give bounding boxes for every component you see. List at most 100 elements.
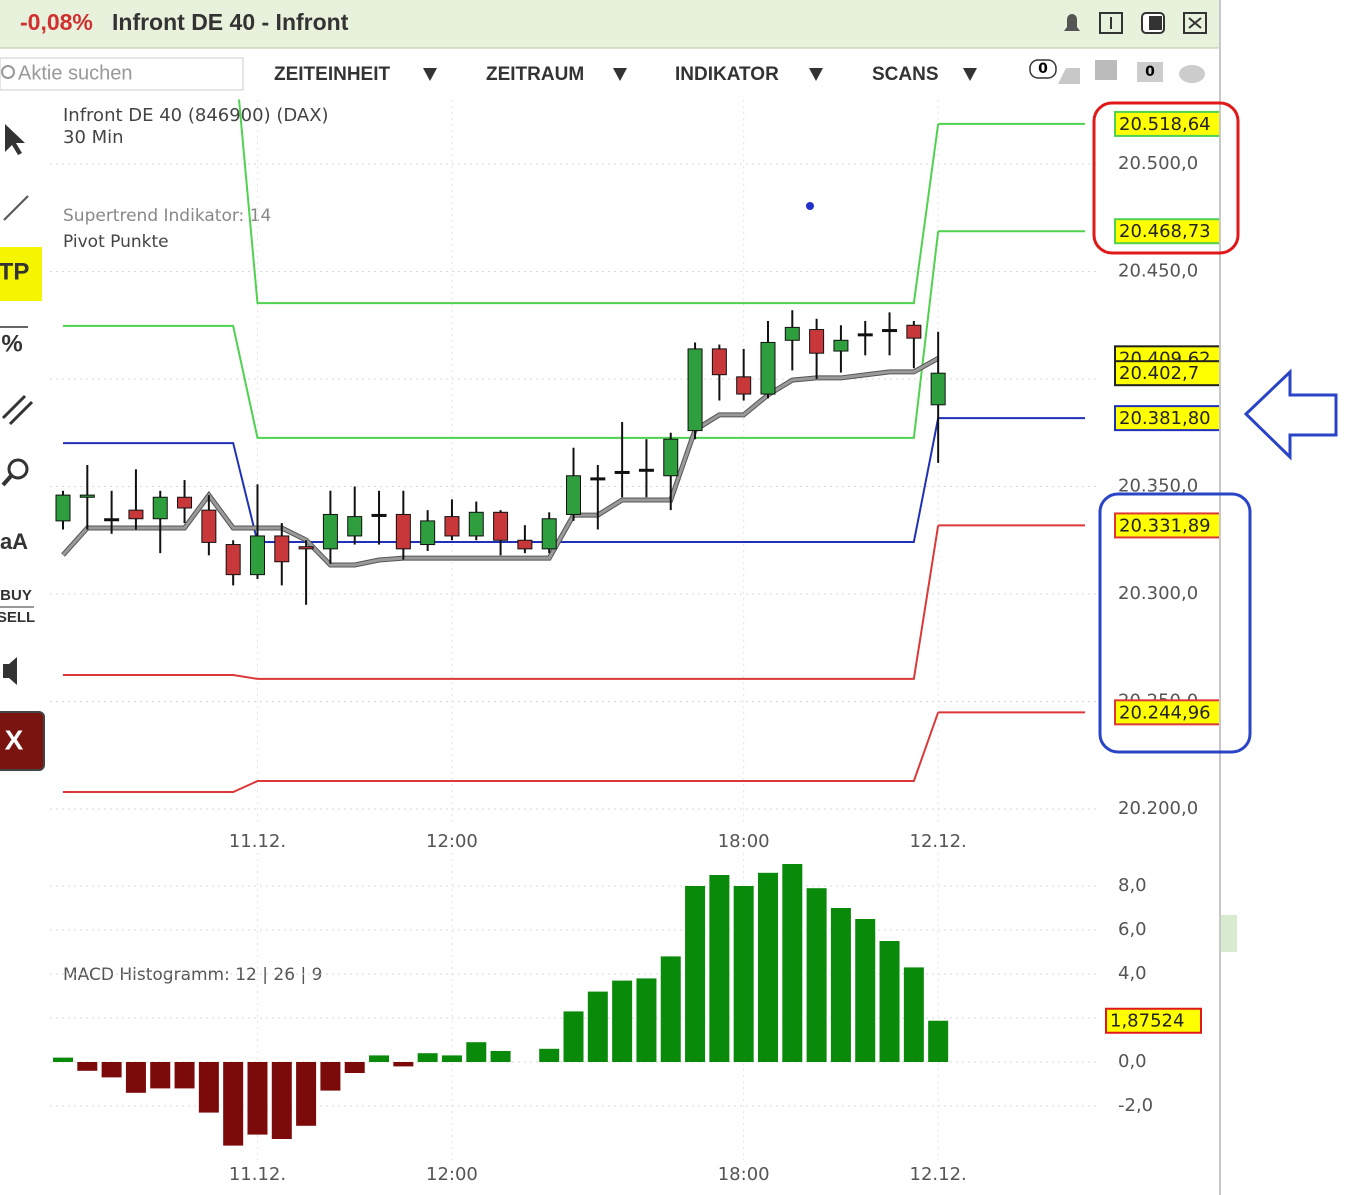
histogram-bar [685, 886, 706, 1062]
dropdown-arrow[interactable] [963, 68, 977, 81]
window-title: Infront DE 40 - Infront [112, 9, 349, 35]
pivot-line [63, 231, 940, 439]
histogram-bar [490, 1051, 511, 1062]
x-tick-label: 12:00 [426, 1164, 478, 1185]
tool-label[interactable]: aA [0, 529, 28, 554]
badge-count: 0 [1145, 64, 1155, 80]
tp-tool[interactable] [0, 247, 42, 301]
candle-body [468, 511, 484, 537]
histogram-bar [271, 1062, 292, 1139]
search-input[interactable] [0, 57, 244, 91]
candle-body [79, 494, 95, 498]
candle-body [104, 518, 120, 522]
x-tick-label: 11.12. [229, 831, 286, 852]
histogram-bar [320, 1062, 341, 1091]
search-placeholder: Aktie suchen [18, 62, 133, 84]
x-tick-label: 12.12. [910, 1164, 967, 1185]
pointer-tool[interactable] [5, 124, 25, 155]
dropdown-arrow[interactable] [809, 68, 823, 81]
close-chart-button[interactable] [0, 711, 45, 771]
histogram-bar [77, 1062, 98, 1071]
x-tick-label: 11.12. [229, 1164, 286, 1185]
histogram-bar [53, 1057, 73, 1062]
candle-body [638, 468, 654, 472]
menu-item[interactable]: ZEITEINHEIT [274, 64, 391, 85]
price-tags: 20.518,6420.468,7320.409,6220.402,720.38… [1105, 110, 1219, 1034]
pivot-line [63, 525, 940, 680]
icon-glyph [1058, 68, 1080, 84]
sound-tool[interactable] [3, 657, 17, 685]
histogram-bar [344, 1062, 365, 1073]
window-button[interactable] [1099, 12, 1123, 34]
candle-body [225, 544, 241, 576]
price-tag-label: 20.468,73 [1119, 221, 1211, 242]
value-tag-label: 1,87524 [1110, 1011, 1184, 1032]
histogram-bar [150, 1062, 171, 1089]
pivot-line [238, 99, 940, 305]
candle-body [371, 513, 387, 517]
dropdown-arrow[interactable] [613, 68, 627, 81]
highlight-box [1092, 101, 1240, 255]
price-tag-label: 20.402,7 [1119, 363, 1199, 384]
candle-body [347, 516, 363, 537]
price-tag [1114, 512, 1219, 539]
scrollbar-thumb[interactable] [1221, 915, 1237, 952]
tool-label[interactable]: SELL [0, 609, 35, 626]
candle-body [590, 477, 606, 481]
histogram-bar [587, 991, 608, 1062]
bell-icon[interactable] [1064, 14, 1080, 31]
price-tag [1114, 218, 1219, 245]
icon-glyph [1188, 17, 1202, 29]
x-tick-label: 18:00 [718, 1164, 770, 1185]
y-tick-label: 6,0 [1118, 919, 1147, 940]
candle-body [687, 348, 703, 432]
title-bar [0, 0, 1220, 48]
marker-dot [806, 202, 814, 210]
histogram-bar [466, 1042, 487, 1062]
price-change: -0,08% [20, 9, 93, 35]
histogram-bar [660, 956, 681, 1062]
candle-body [201, 509, 217, 543]
histogram-bar [441, 1055, 462, 1062]
channel-tool[interactable] [1, 394, 34, 426]
menu-item[interactable]: SCANS [872, 64, 939, 85]
histogram-bar [855, 919, 876, 1062]
badge[interactable] [1137, 62, 1163, 82]
menu-item[interactable]: ZEITRAUM [486, 64, 584, 85]
menu-item[interactable]: INDIKATOR [675, 64, 779, 85]
chart-title: Infront DE 40 (846900) (DAX) [63, 105, 329, 126]
badge[interactable] [1029, 59, 1057, 79]
x-tick-label: 12:00 [426, 831, 478, 852]
zoom-tool[interactable] [7, 458, 29, 480]
histogram-bar [709, 875, 730, 1062]
histogram [53, 864, 949, 1146]
histogram-bar [417, 1053, 438, 1062]
chart-subtitle: 30 Min [63, 127, 124, 148]
candle-body [663, 438, 679, 477]
icon-glyph [1, 474, 13, 487]
histogram-bar [101, 1062, 122, 1078]
dropdown-arrow[interactable] [423, 68, 437, 81]
histogram-bar [903, 967, 924, 1062]
price-tag-label: 20.518,64 [1119, 114, 1211, 135]
list-icon[interactable] [1095, 60, 1117, 80]
overlay-lines [61, 99, 1085, 794]
icon-glyph [1149, 16, 1162, 30]
close-button[interactable] [1183, 12, 1207, 34]
candle-body [541, 518, 557, 550]
price-tag-label: 20.244,96 [1119, 702, 1211, 723]
y-tick-label: 20.350,0 [1118, 476, 1198, 497]
candle-body [784, 326, 800, 341]
histogram-bar [733, 886, 754, 1062]
line-tool[interactable] [3, 195, 29, 221]
histogram-bar [393, 1062, 414, 1067]
candle-body [322, 513, 338, 550]
tool-label[interactable]: % [1, 330, 22, 357]
y-tick-label: 20.200,0 [1118, 798, 1198, 819]
tool-label[interactable]: BUY [0, 587, 32, 604]
cloud-icon[interactable] [1179, 65, 1205, 83]
histogram-bar [830, 908, 851, 1062]
tool-label: TP [0, 258, 29, 285]
